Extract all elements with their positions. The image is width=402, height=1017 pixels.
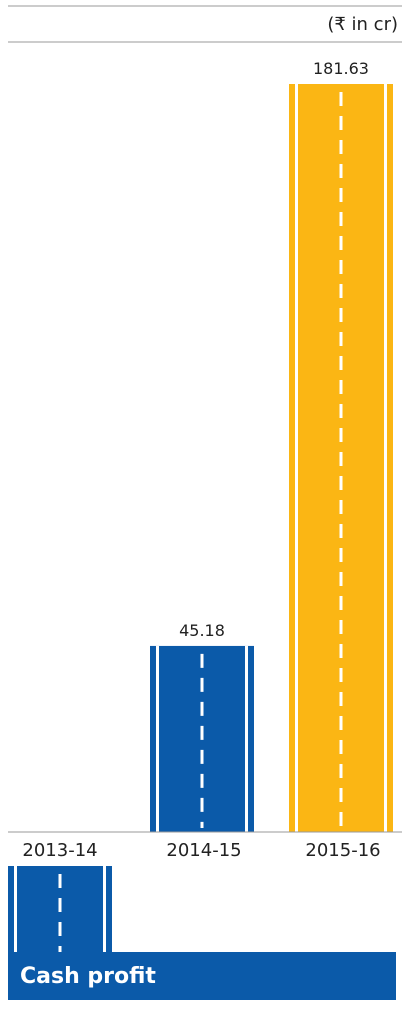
bar-edge-stripe [384, 84, 387, 832]
bar-edge-stripe [14, 866, 17, 972]
tick-label: 2013-14 [22, 840, 97, 861]
bar-2014-15 [150, 645, 254, 832]
bar-edge-stripe [295, 84, 298, 832]
value-label: 181.63 [313, 59, 369, 78]
caption-banner: Cash profit [8, 952, 396, 1000]
value-label: 45.18 [179, 621, 225, 640]
bar-2015-16 [289, 84, 393, 832]
unit-label: (₹ in cr) [327, 14, 398, 35]
caption-title: Cash profit [20, 963, 156, 989]
tick-label: 2014-15 [166, 840, 241, 861]
tick-labels-group: 2013-14 2014-15 2015-16 [22, 840, 380, 861]
bar-edge-stripe [103, 866, 106, 972]
tick-label: 2015-16 [305, 840, 380, 861]
bar-edge-stripe [245, 645, 248, 832]
bar-edge-stripe [156, 645, 159, 832]
bars-group [8, 84, 393, 972]
